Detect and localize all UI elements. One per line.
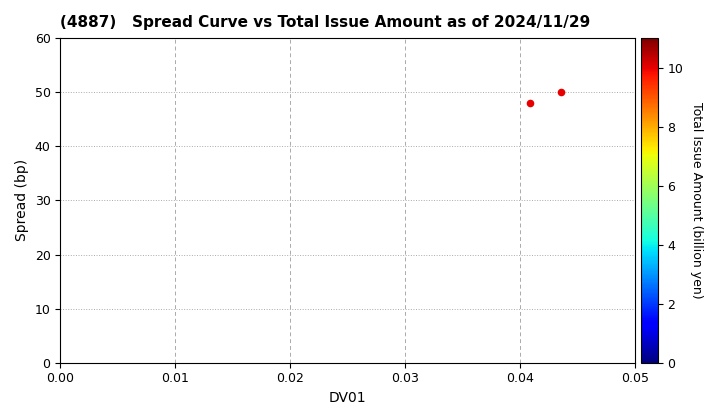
Y-axis label: Total Issue Amount (billion yen): Total Issue Amount (billion yen) — [690, 102, 703, 299]
Y-axis label: Spread (bp): Spread (bp) — [15, 159, 29, 242]
X-axis label: DV01: DV01 — [329, 391, 366, 405]
Point — [555, 89, 567, 96]
Text: (4887)   Spread Curve vs Total Issue Amount as of 2024/11/29: (4887) Spread Curve vs Total Issue Amoun… — [60, 15, 590, 30]
Point — [523, 100, 535, 106]
